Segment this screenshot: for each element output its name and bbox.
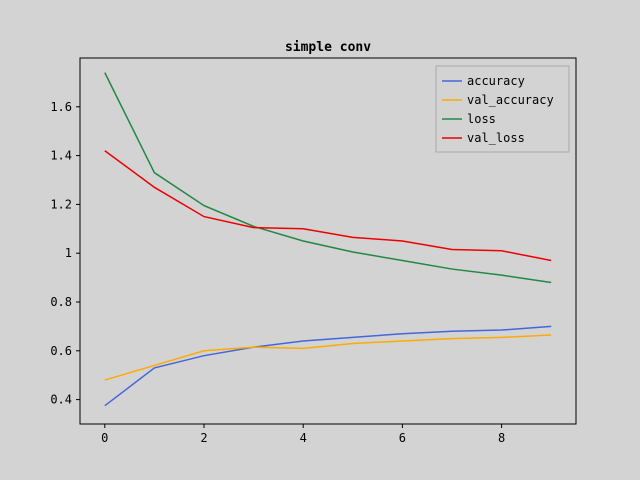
y-tick-label: 1.2 (50, 197, 72, 211)
x-tick-label: 6 (399, 431, 406, 445)
x-axis: 0 2 4 6 8 (101, 424, 505, 445)
series-line-loss (104, 72, 552, 284)
legend-label: accuracy (467, 74, 525, 88)
legend-label: val_accuracy (467, 93, 554, 107)
y-tick-label: 1 (65, 246, 72, 260)
x-tick-label: 8 (498, 431, 505, 445)
series-line-val-loss (104, 150, 552, 262)
series-layer (104, 72, 552, 407)
series-line-accuracy (104, 325, 552, 407)
y-tick-label: 0.4 (50, 393, 72, 407)
y-tick-label: 0.8 (50, 295, 72, 309)
x-tick-label: 2 (200, 431, 207, 445)
series-line-val-accuracy (104, 334, 552, 381)
chart-title: simple conv (285, 40, 371, 55)
y-tick-label: 1.6 (50, 100, 72, 114)
legend-label: loss (467, 112, 496, 126)
x-tick-label: 4 (300, 431, 307, 445)
x-tick-label: 0 (101, 431, 108, 445)
y-tick-label: 1.4 (50, 149, 72, 163)
y-tick-label: 0.6 (50, 344, 72, 358)
legend-label: val_loss (467, 131, 525, 145)
y-axis: 0.4 0.6 0.8 1 1.2 1.4 1.6 (50, 100, 80, 407)
